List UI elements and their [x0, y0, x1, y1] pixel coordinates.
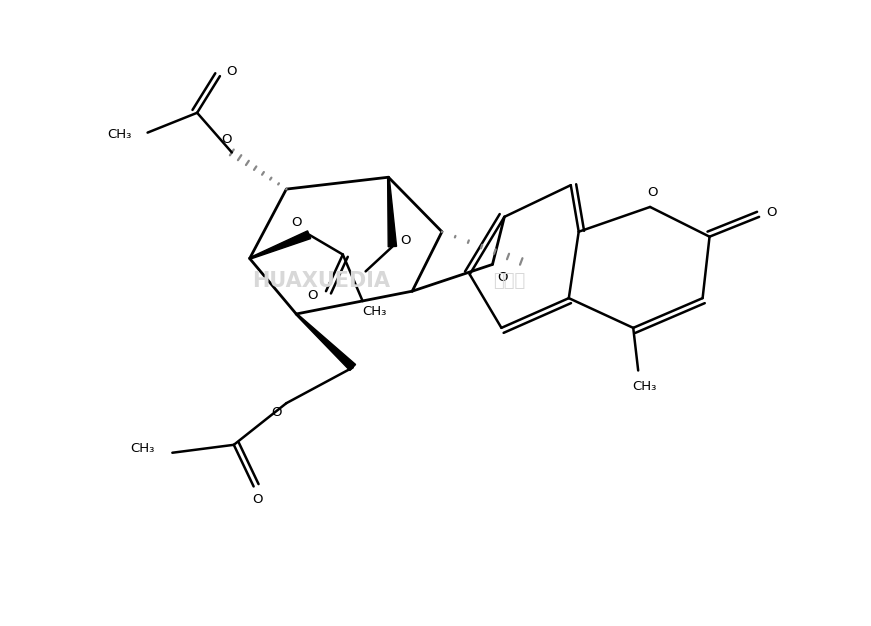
Text: CH₃: CH₃ [108, 128, 132, 141]
Text: O: O [307, 289, 317, 302]
Text: O: O [766, 207, 777, 219]
Text: CH₃: CH₃ [362, 304, 387, 317]
Polygon shape [249, 231, 311, 259]
Polygon shape [295, 314, 355, 371]
Polygon shape [388, 177, 396, 247]
Text: O: O [221, 133, 232, 146]
Text: O: O [647, 185, 658, 198]
Text: CH₃: CH₃ [131, 443, 155, 455]
Text: O: O [291, 217, 301, 229]
Text: 化学加: 化学加 [493, 272, 525, 290]
Text: O: O [497, 271, 508, 284]
Text: CH₃: CH₃ [632, 380, 657, 393]
Text: O: O [271, 406, 281, 419]
Text: O: O [253, 493, 263, 506]
Text: HUAXUEDIA: HUAXUEDIA [252, 271, 390, 291]
Text: O: O [400, 234, 410, 247]
Text: O: O [226, 64, 237, 78]
